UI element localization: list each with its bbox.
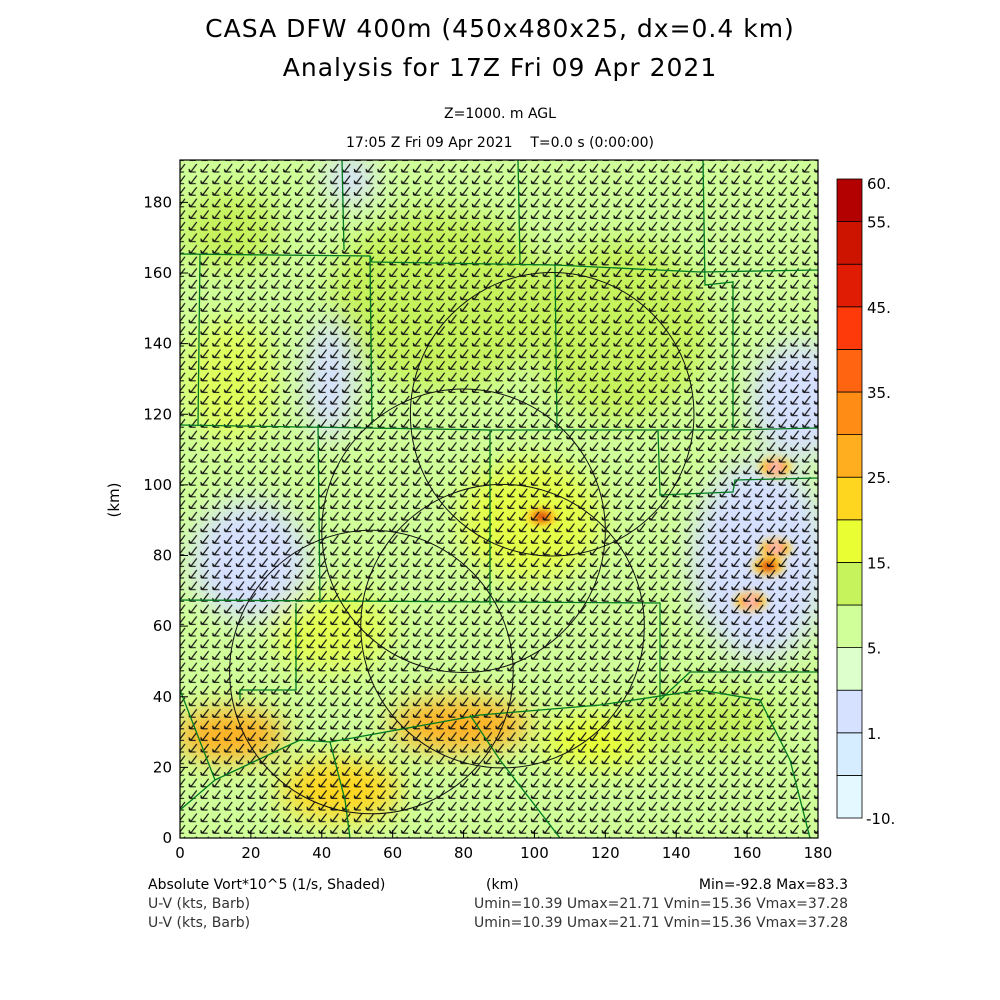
plot-subtitle: Analysis for 17Z Fri 09 Apr 2021 [282, 53, 718, 82]
x-tick-label: 60 [383, 844, 402, 862]
radar-ring [229, 529, 514, 815]
y-tick-label: 20 [153, 758, 172, 776]
barb-stats-1: Umin=10.39 Umax=21.71 Vmin=15.36 Vmax=37… [473, 896, 848, 912]
barb-stats-2: Umin=10.39 Umax=21.71 Vmin=15.36 Vmax=37… [473, 915, 848, 931]
y-axis-label: (km) [105, 482, 123, 517]
colorbar-swatch [836, 604, 863, 648]
radar-ring [321, 388, 606, 674]
colorbar-label: 35. [867, 384, 891, 402]
colorbar-swatch [836, 476, 863, 521]
radar-range-rings [229, 271, 695, 815]
colorbar-swatch [836, 221, 863, 265]
county-boundaries [180, 160, 818, 838]
colorbar-swatch [836, 562, 863, 606]
radar-ring [409, 271, 695, 557]
x-tick-label: 40 [312, 844, 331, 862]
colorbar-label: 45. [867, 299, 891, 317]
y-tick-label: 160 [143, 264, 172, 282]
y-tick-label: 140 [143, 335, 172, 353]
colorbar-label: 15. [867, 554, 891, 572]
colorbar-swatch [836, 434, 863, 478]
colorbar: -10. 1. 5. 15. 25. 35. 45. 55. 60. [836, 175, 895, 828]
plot-title: CASA DFW 400m (450x480x25, dx=0.4 km) [205, 14, 795, 43]
x-axis-unit: (km) [486, 877, 519, 893]
colorbar-swatch [836, 348, 863, 393]
x-tick-label: 140 [662, 844, 691, 862]
colorbar-label: 1. [867, 725, 881, 743]
y-tick-label: 60 [153, 617, 172, 635]
y-tick-label: 100 [143, 476, 172, 494]
plot-frame [179, 159, 819, 839]
y-tick-label: 40 [153, 688, 172, 706]
field-label: Absolute Vort*10^5 (1/s, Shaded) [148, 877, 386, 893]
colorbar-label: 60. [867, 175, 891, 193]
wind-barbs [180, 160, 818, 838]
axes: 0 20 40 60 80 100 120 140 160 180 0 20 40 60 80 100 120 1… [105, 193, 832, 862]
colorbar-swatch [836, 647, 863, 691]
x-tick-label: 0 [175, 844, 185, 862]
barb-label-1: U-V (kts, Barb) [148, 896, 251, 912]
x-tick-label: 80 [454, 844, 473, 862]
colorbar-label: 5. [867, 640, 881, 658]
colorbar-swatch [836, 391, 863, 435]
x-tick-label: 160 [733, 844, 762, 862]
radar-ring [360, 483, 645, 769]
y-tick-label: 80 [153, 547, 172, 565]
colorbar-swatch [836, 178, 863, 222]
y-tick-label: 0 [162, 829, 172, 847]
x-tick-label: 180 [804, 844, 833, 862]
x-tick-label: 20 [241, 844, 260, 862]
level-label: Z=1000. m AGL [444, 106, 556, 122]
y-tick-label: 180 [143, 193, 172, 211]
colorbar-swatch [836, 732, 863, 776]
colorbar-label: 25. [867, 469, 891, 487]
time-label: 17:05 Z Fri 09 Apr 2021 T=0.0 s (0:00:00… [346, 135, 654, 151]
x-tick-label: 100 [520, 844, 549, 862]
colorbar-swatch [836, 263, 863, 308]
x-tick-label: 120 [591, 844, 620, 862]
field-shading [180, 160, 818, 838]
min-max-label: Min=-92.8 Max=83.3 [698, 877, 848, 893]
colorbar-swatch [836, 519, 863, 563]
colorbar-swatch [836, 775, 863, 819]
colorbar-swatch [836, 306, 863, 350]
colorbar-swatch [836, 689, 863, 734]
y-tick-label: 120 [143, 405, 172, 423]
colorbar-label: 55. [867, 214, 891, 232]
colorbar-label: -10. [866, 810, 895, 828]
barb-label-2: U-V (kts, Barb) [148, 915, 251, 931]
